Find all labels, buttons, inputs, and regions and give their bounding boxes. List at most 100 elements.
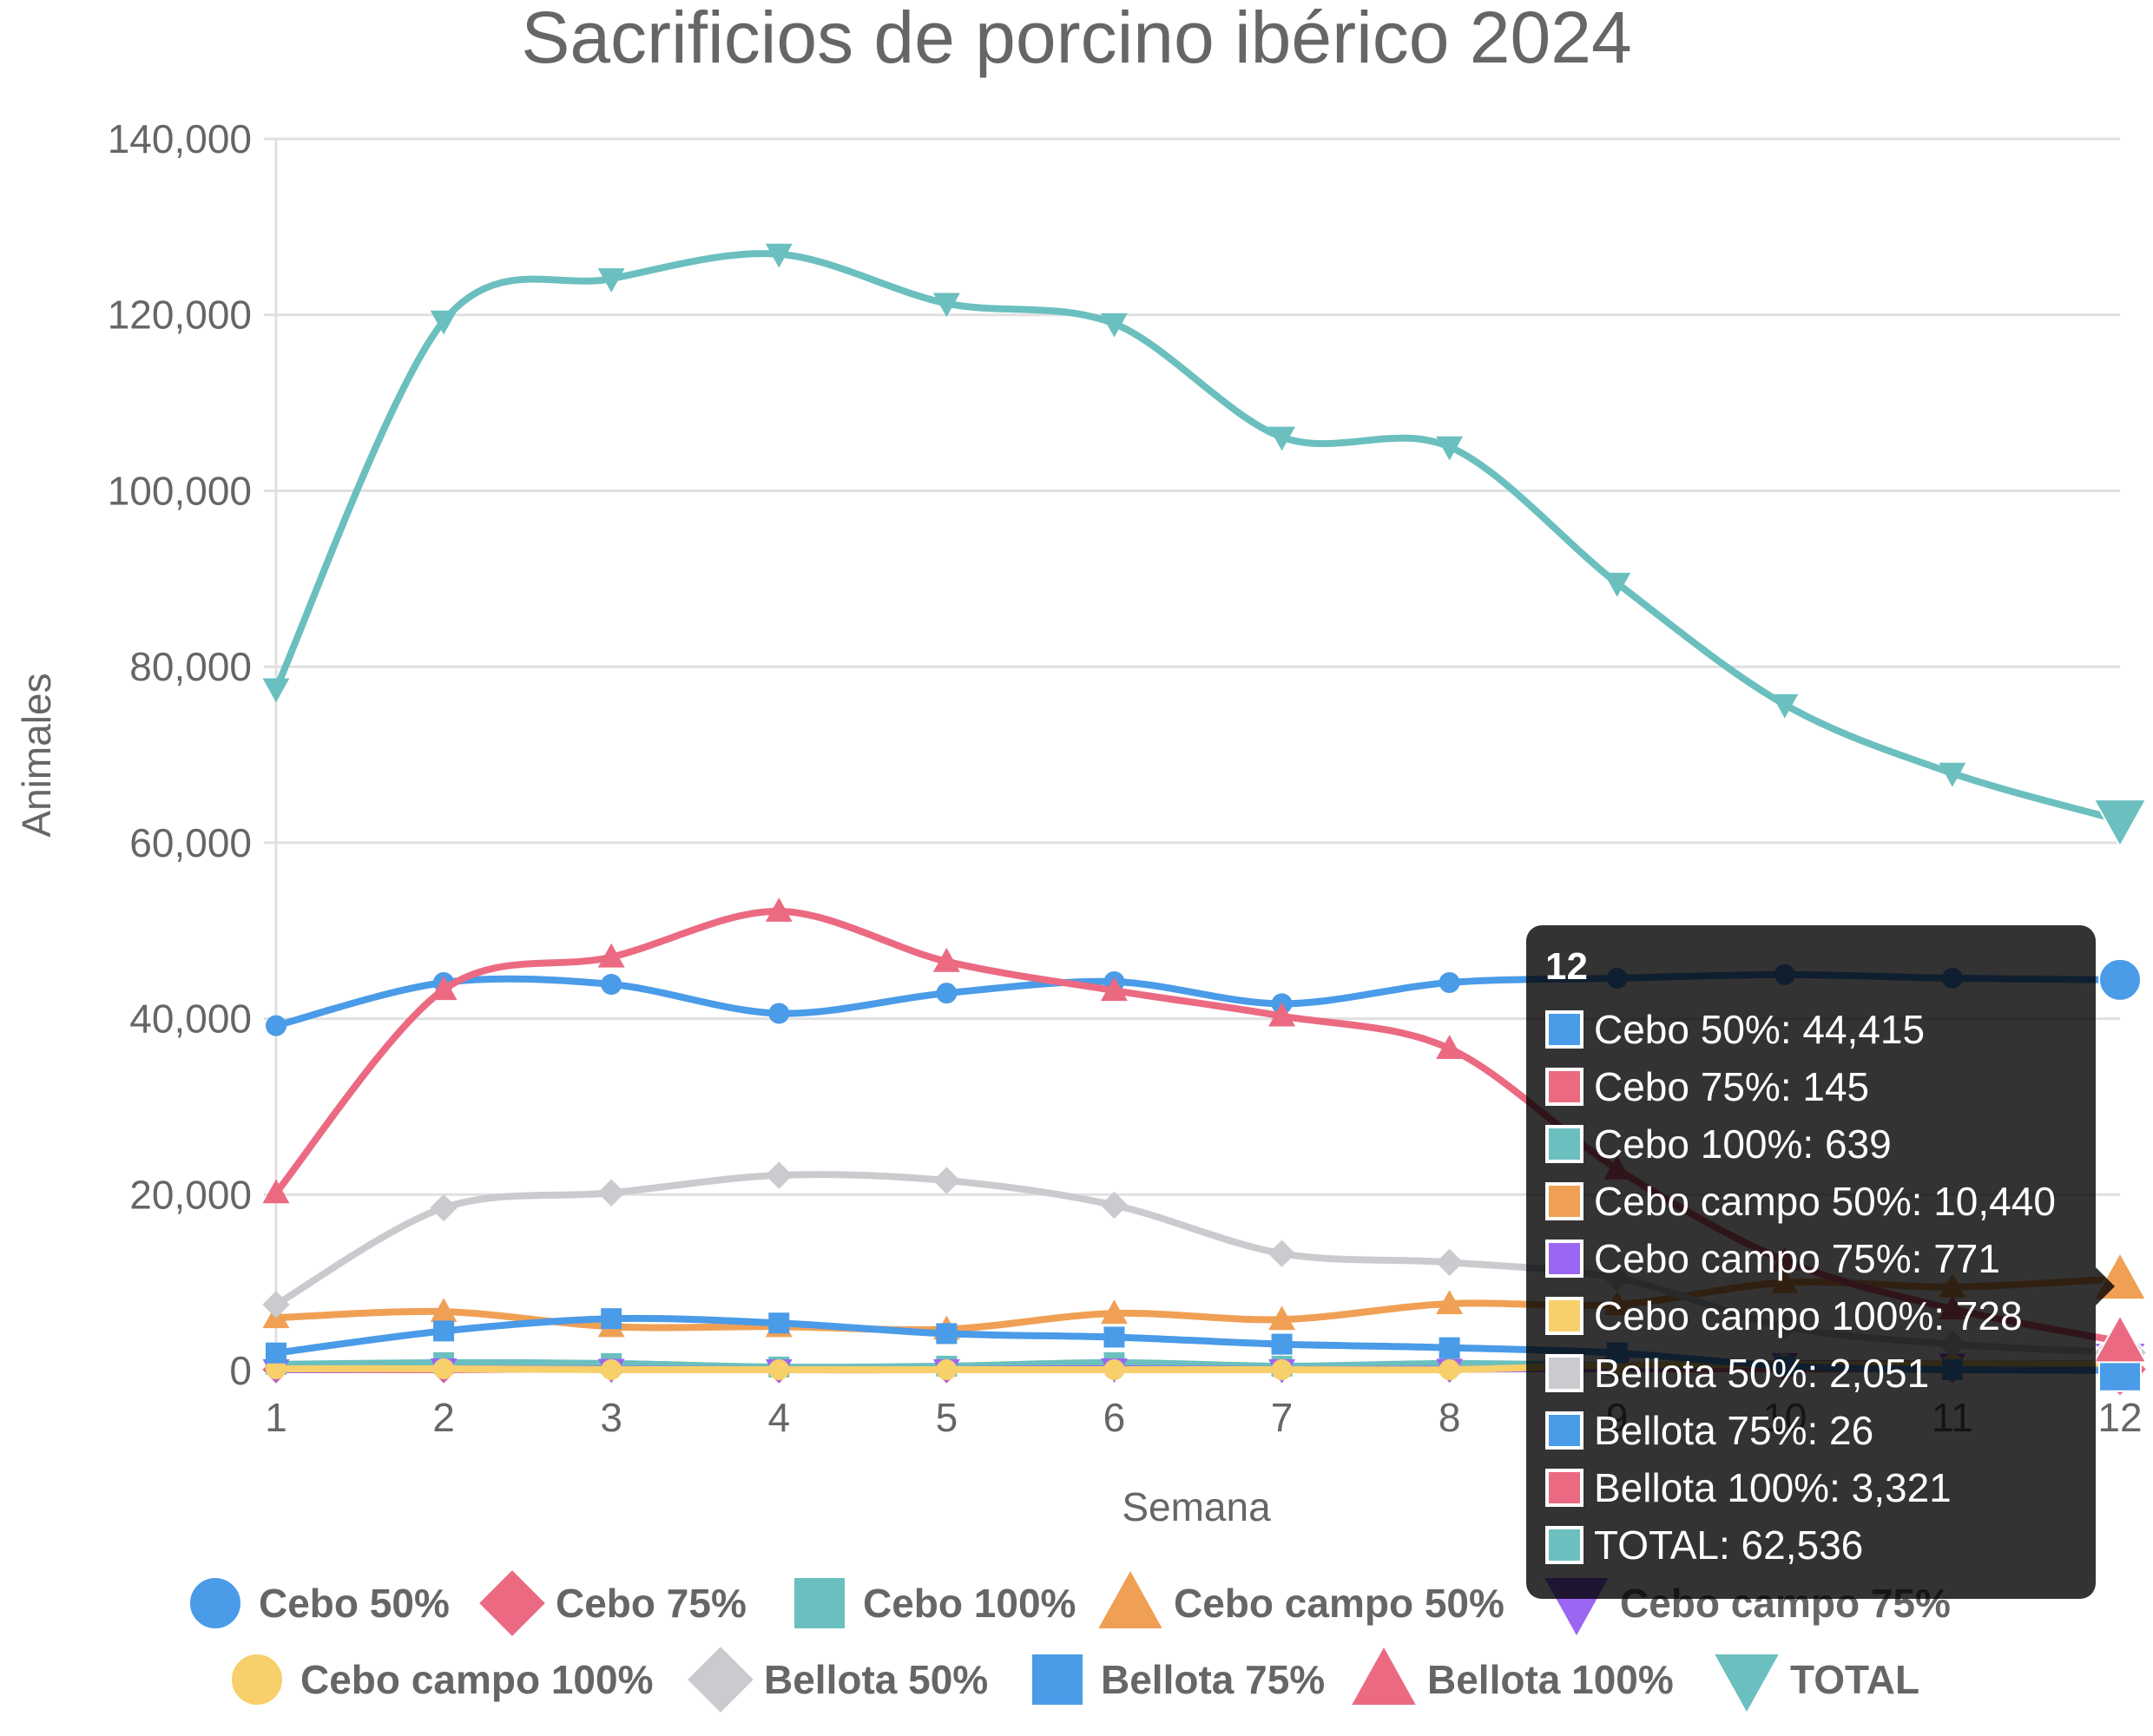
tooltip-swatch-bellota-75 (1549, 1415, 1580, 1446)
point-bellota-50-2 (430, 1194, 458, 1222)
x-tick-label: 7 (1271, 1395, 1294, 1440)
x-tick-label: 6 (1103, 1395, 1126, 1440)
tooltip-line-total: TOTAL: 62,536 (1594, 1522, 1863, 1568)
tooltip-line-cebo-campo-75: Cebo campo 75%: 771 (1594, 1236, 2000, 1281)
point-total-7 (1268, 426, 1295, 451)
tooltip-line-bellota-75: Bellota 75%: 26 (1594, 1408, 1873, 1453)
legend-label-cebo-50: Cebo 50% (259, 1581, 450, 1626)
point-cebo-50-1 (266, 1015, 286, 1036)
legend-marker-cebo-50 (190, 1578, 240, 1628)
point-bellota-75-3 (601, 1308, 622, 1330)
point-bellota-100-5 (932, 947, 960, 972)
y-tick-label: 80,000 (129, 644, 252, 689)
point-bellota-100-12 (2092, 1313, 2148, 1364)
legend-marker-cebo-100 (794, 1578, 845, 1628)
point-cebo-50-4 (768, 1003, 790, 1024)
point-total-1 (262, 678, 290, 703)
legend-item-total: TOTAL (1715, 1654, 1919, 1713)
x-tick-label: 1 (265, 1395, 287, 1440)
x-tick-label: 8 (1439, 1395, 1461, 1440)
tooltip-swatch-bellota-50 (1549, 1358, 1580, 1389)
legend-item-bellota-75: Bellota 75% (1032, 1654, 1325, 1705)
legend-item-cebo-100: Cebo 100% (794, 1578, 1076, 1628)
point-total-2 (430, 310, 458, 335)
tooltip-caret (2096, 1267, 2115, 1305)
y-tick-label: 40,000 (129, 996, 252, 1042)
legend-marker-cebo-campo-100 (232, 1654, 282, 1705)
point-bellota-100-3 (597, 943, 625, 968)
point-cebo-campo-100-5 (936, 1358, 958, 1380)
tooltip-swatch-total (1549, 1529, 1580, 1561)
tooltip-line-cebo-campo-100: Cebo campo 100%: 728 (1594, 1293, 2023, 1338)
point-total-11 (1939, 762, 1966, 787)
tooltip-line-cebo-75: Cebo 75%: 145 (1594, 1064, 1869, 1109)
point-total-3 (597, 268, 625, 293)
legend-label-cebo-campo-50: Cebo campo 50% (1174, 1581, 1504, 1626)
y-tick-label: 60,000 (129, 820, 252, 865)
legend-item-bellota-100: Bellota 100% (1352, 1647, 1674, 1705)
legend-marker-cebo-campo-50 (1098, 1570, 1162, 1628)
point-bellota-50-5 (932, 1167, 961, 1194)
point-bellota-50-4 (765, 1161, 793, 1189)
point-bellota-100-1 (262, 1179, 290, 1204)
point-bellota-75-6 (1103, 1326, 1125, 1348)
point-cebo-50-8 (1439, 972, 1460, 994)
legend-marker-bellota-100 (1352, 1647, 1416, 1705)
legend-item-cebo-50: Cebo 50% (190, 1578, 450, 1628)
point-total-8 (1436, 436, 1464, 461)
legend-label-cebo-campo-100: Cebo campo 100% (300, 1657, 653, 1702)
point-bellota-50-3 (597, 1179, 625, 1207)
point-cebo-campo-100-7 (1271, 1358, 1293, 1380)
y-tick-label: 140,000 (108, 116, 252, 161)
point-cebo-campo-50-8 (1436, 1290, 1464, 1314)
tooltip-swatch-cebo-100 (1549, 1128, 1580, 1160)
point-total-10 (1771, 694, 1799, 719)
legend-item-cebo-75: Cebo 75% (479, 1570, 747, 1636)
point-cebo-campo-100-3 (601, 1358, 622, 1380)
tooltip-line-bellota-100: Bellota 100%: 3,321 (1594, 1465, 1952, 1510)
x-tick-label: 4 (767, 1395, 790, 1440)
point-cebo-campo-100-6 (1103, 1358, 1125, 1380)
point-total-4 (765, 243, 793, 268)
point-bellota-100-4 (765, 898, 793, 922)
y-tick-label: 100,000 (108, 468, 252, 513)
point-bellota-75-5 (936, 1323, 958, 1345)
tooltip-swatch-cebo-campo-100 (1549, 1300, 1580, 1332)
y-axis-title: Animales (14, 673, 59, 837)
x-axis-title: Semana (1122, 1484, 1271, 1529)
point-cebo-campo-50-7 (1268, 1305, 1295, 1331)
legend-marker-bellota-50 (688, 1647, 754, 1713)
point-bellota-100-2 (430, 976, 458, 1001)
point-cebo-50-5 (936, 983, 958, 1004)
tooltip-line-bellota-50: Bellota 50%: 2,051 (1594, 1351, 1929, 1396)
point-bellota-75-4 (768, 1312, 790, 1334)
point-bellota-100-7 (1268, 1002, 1295, 1027)
chart-title: Sacrificios de porcino ibérico 2024 (521, 0, 1631, 78)
legend: Cebo 50% Cebo 75% Cebo 100% Cebo campo 50% C… (190, 1570, 1951, 1713)
point-cebo-campo-100-4 (768, 1358, 790, 1380)
point-bellota-100-6 (1101, 976, 1128, 1002)
legend-marker-bellota-75 (1032, 1654, 1083, 1705)
point-total-5 (932, 293, 960, 318)
legend-label-bellota-100: Bellota 100% (1427, 1657, 1674, 1702)
legend-item-bellota-50: Bellota 50% (688, 1647, 988, 1713)
legend-label-bellota-75: Bellota 75% (1101, 1657, 1325, 1702)
tooltip-line-cebo-campo-50: Cebo campo 50%: 10,440 (1594, 1179, 2056, 1224)
point-bellota-50-7 (1267, 1240, 1296, 1267)
series-total (262, 243, 2148, 849)
tooltip-line-cebo-50: Cebo 50%: 44,415 (1594, 1007, 1925, 1052)
tooltip-swatch-cebo-50 (1549, 1014, 1580, 1045)
tooltip-swatch-bellota-100 (1549, 1472, 1580, 1503)
tooltip-title: 12 (1545, 945, 1588, 988)
x-tick-label: 5 (936, 1395, 958, 1440)
x-tick-label: 2 (432, 1395, 455, 1440)
point-cebo-campo-100-8 (1439, 1358, 1460, 1380)
point-total-12 (2092, 799, 2148, 849)
legend-label-bellota-50: Bellota 50% (764, 1657, 988, 1702)
tooltip-swatch-cebo-75 (1549, 1071, 1580, 1102)
y-tick-label: 120,000 (108, 293, 252, 338)
point-cebo-campo-100-2 (433, 1358, 455, 1379)
y-tick-label: 20,000 (129, 1172, 252, 1217)
